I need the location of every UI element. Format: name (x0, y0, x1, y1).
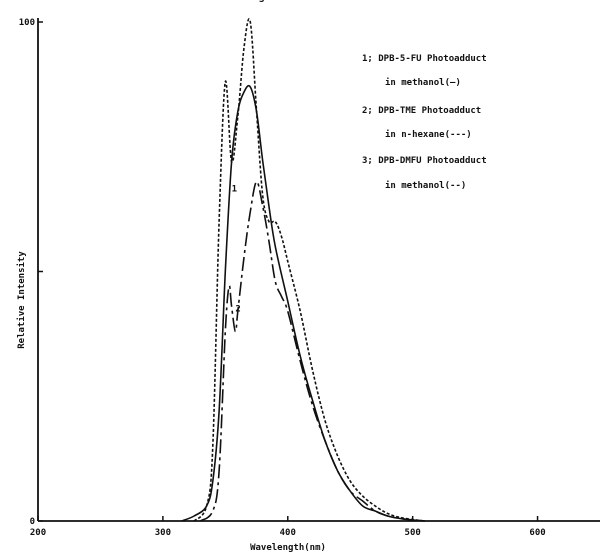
x-tick-label: 600 (529, 528, 545, 538)
series-2-line (199, 180, 426, 522)
x-axis-label: Wavelength(nm) (250, 543, 326, 552)
axis-ticks: 200 300 400 500 600 0 100 (19, 18, 546, 538)
series-3-line (193, 18, 426, 522)
legend: 1; DPB-5-FU Photoadduct in methanol(—) 2… (362, 54, 487, 191)
series-1-label: 1 (232, 185, 237, 195)
series-2-label: 2 (235, 304, 240, 314)
series-layer: 1 2 3 (181, 0, 426, 522)
y-tick-label: 100 (19, 18, 35, 28)
series-3-label: 3 (259, 0, 264, 5)
series-1-line (181, 84, 426, 522)
x-tick-label: 400 (280, 528, 296, 538)
legend-entry-2-line2: in n-hexane(---) (385, 129, 472, 140)
y-axis-label: Relative Intensity (16, 251, 27, 349)
x-tick-label: 300 (155, 528, 171, 538)
y-tick-label: 0 (30, 517, 35, 527)
legend-entry-1-line2: in methanol(—) (385, 77, 461, 88)
legend-entry-1-line1: 1; DPB-5-FU Photoadduct (362, 54, 487, 64)
x-tick-label: 500 (405, 528, 421, 538)
x-tick-label: 200 (30, 528, 46, 538)
legend-entry-3-line2: in methanol(--) (385, 180, 466, 191)
legend-entry-3-line1: 3; DPB-DMFU Photoadduct (362, 156, 487, 166)
legend-entry-2-line1: 2; DPB-TME Photoadduct (362, 106, 481, 116)
